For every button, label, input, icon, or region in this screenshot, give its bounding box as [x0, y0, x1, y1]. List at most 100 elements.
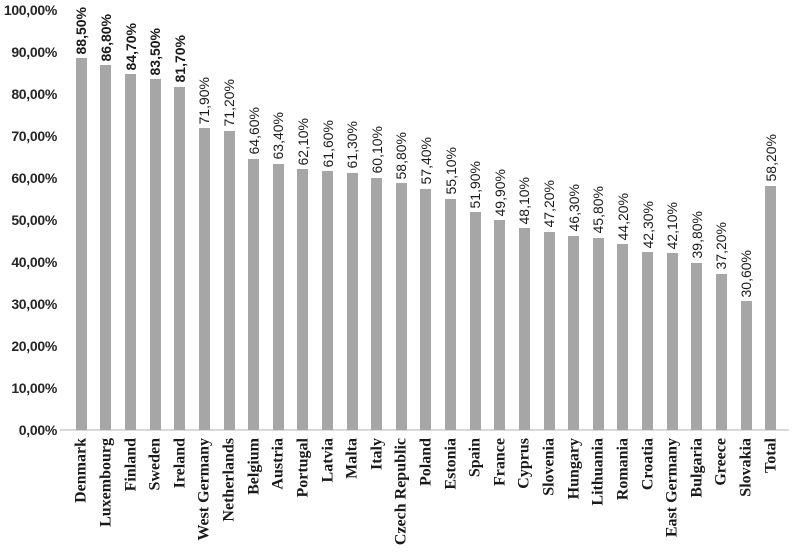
category-label: Greece — [712, 438, 730, 486]
data-label: 83,50% — [147, 27, 164, 76]
y-tick-label: 20,00% — [11, 338, 57, 354]
data-label: 58,20% — [762, 134, 779, 182]
data-label: 49,90% — [491, 168, 508, 217]
bar — [543, 231, 555, 430]
category-label: Croatia — [639, 438, 657, 491]
data-label: 48,10% — [516, 176, 533, 224]
chart-column: 62,10% — [291, 10, 316, 430]
category-label: East Germany — [663, 438, 681, 538]
category-label: Netherlands — [220, 438, 238, 522]
x-axis-labels: Denmark Luxembourg Finland Sweden Ireland Wes… — [69, 438, 783, 555]
category-label: Luxembourg — [97, 438, 115, 527]
chart-column: 57,40% — [414, 10, 439, 430]
chart-column: 71,20% — [217, 10, 242, 430]
data-label: 58,80% — [393, 131, 410, 180]
chart-column: 61,60% — [315, 10, 340, 430]
category-label: Estonia — [442, 438, 460, 490]
category-label: Lithuania — [589, 438, 607, 506]
category-label: Portugal — [294, 438, 312, 498]
y-tick-label: 100,00% — [3, 2, 57, 18]
chart-column: 42,10% — [660, 10, 685, 430]
data-label: 42,10% — [664, 201, 681, 250]
data-label: 62,10% — [294, 117, 311, 166]
category-label: Austria — [269, 438, 287, 490]
category-label: West Germany — [195, 438, 213, 541]
data-label: 45,80% — [590, 186, 607, 234]
category-label: Slovakia — [737, 438, 755, 497]
y-tick-label: 10,00% — [11, 380, 57, 396]
bar — [272, 163, 284, 430]
chart-column: 58,20% — [758, 10, 783, 430]
bar — [100, 65, 112, 430]
bar — [518, 227, 530, 430]
chart-column: 39,80% — [685, 10, 710, 430]
data-label: 88,50% — [73, 6, 90, 55]
category-label: France — [491, 438, 509, 486]
y-tick-label: 40,00% — [11, 254, 57, 270]
chart-column: 63,40% — [266, 10, 291, 430]
chart-column: 48,10% — [512, 10, 537, 430]
data-label: 60,10% — [368, 126, 385, 174]
chart-column: 55,10% — [438, 10, 463, 430]
bar — [469, 212, 481, 430]
chart-column: 88,50% — [69, 6, 94, 430]
chart-column: 45,80% — [586, 10, 611, 430]
bar — [765, 185, 777, 430]
data-label: 51,90% — [467, 160, 484, 209]
category-label: Finland — [122, 438, 140, 492]
bar — [715, 273, 727, 430]
bar — [75, 58, 87, 430]
bar — [322, 171, 333, 430]
data-label: 71,90% — [196, 76, 213, 125]
category-label: Bulgaria — [688, 438, 706, 498]
bar — [223, 130, 235, 430]
chart-column: 51,90% — [463, 10, 488, 430]
category-label: Sweden — [146, 438, 164, 491]
bar — [568, 235, 580, 430]
bar — [666, 253, 678, 430]
y-tick-label: 90,00% — [11, 44, 57, 60]
data-label: 86,80% — [97, 13, 114, 62]
bar — [346, 172, 358, 430]
chart-column: 84,70% — [118, 10, 143, 430]
data-label: 42,30% — [639, 200, 656, 249]
category-label: Ireland — [171, 438, 189, 489]
chart-column: 44,20% — [611, 10, 636, 430]
data-label: 30,60% — [738, 250, 755, 298]
data-label: 81,70% — [171, 35, 188, 83]
data-label: 44,20% — [614, 192, 631, 241]
chart-column: 42,30% — [635, 10, 660, 430]
data-label: 84,70% — [122, 22, 139, 71]
chart-column: 81,70% — [167, 10, 192, 430]
category-label: Belgium — [245, 438, 263, 495]
bar — [445, 198, 457, 430]
chart-column: 46,30% — [561, 10, 586, 430]
chart-column: 47,20% — [537, 10, 562, 430]
bar — [248, 158, 260, 430]
chart-column: 49,90% — [488, 10, 513, 430]
data-label: 57,40% — [417, 137, 434, 185]
bar — [174, 86, 186, 430]
y-tick-label: 70,00% — [11, 128, 57, 144]
category-label: Hungary — [565, 438, 583, 500]
data-label: 63,40% — [270, 112, 287, 160]
bar — [297, 169, 309, 430]
data-label: 61,30% — [344, 121, 361, 169]
bar — [149, 79, 161, 430]
bar — [691, 262, 703, 430]
bar — [420, 188, 432, 430]
chart-column: 58,80% — [389, 10, 414, 430]
category-label: Spain — [466, 438, 484, 478]
bar — [125, 74, 137, 430]
data-label: 37,20% — [713, 222, 730, 270]
y-tick-label: 80,00% — [11, 86, 57, 102]
data-label: 39,80% — [688, 211, 705, 259]
chart-column: 71,90% — [192, 10, 217, 430]
bar — [740, 301, 752, 430]
data-label: 71,20% — [221, 79, 238, 127]
data-label: 61,60% — [319, 119, 336, 168]
category-label: Slovenia — [540, 438, 558, 496]
chart-column: 30,60% — [734, 10, 759, 430]
chart-column: 37,20% — [709, 10, 734, 430]
